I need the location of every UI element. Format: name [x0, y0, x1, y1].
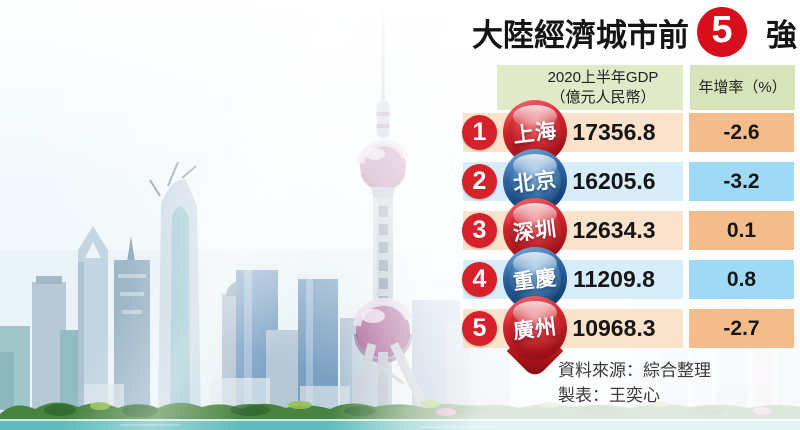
gdp-value: 16205.6: [572, 168, 656, 194]
table-row-beijing: 16205.6 -3.2 2 北京: [0, 149, 800, 213]
gdp-header-line1: 2020上半年GDP: [547, 68, 659, 86]
rate-value: 0.8: [726, 267, 757, 291]
rate-cell: 0.1: [689, 211, 794, 250]
rank-badge: 4: [462, 262, 497, 297]
rate-value: -2.6: [723, 120, 760, 144]
table-row-chongqing: 11209.8 0.8 4 重慶: [0, 247, 800, 311]
rate-value: 0.1: [726, 218, 757, 242]
column-header-rate: 年增率（%）: [690, 65, 795, 110]
rank-number: 2: [472, 167, 487, 195]
rank-badge: 5: [462, 311, 497, 346]
city-pin-icon: 廣州: [503, 296, 567, 360]
gdp-value: 10968.3: [572, 315, 656, 341]
page-title: 大陸經濟城市前 5 強: [472, 6, 797, 58]
rank-number: 3: [472, 216, 487, 244]
city-name: 廣州: [511, 315, 559, 344]
title-suffix: 強: [766, 17, 797, 53]
rank-number: 5: [472, 314, 487, 342]
table-row-shenzhen: 12634.3 0.1 3 深圳: [0, 198, 800, 262]
rate-value: -3.2: [723, 169, 760, 193]
gdp-header-line2: （億元人民幣）: [550, 88, 656, 106]
gdp-value: 11209.8: [573, 266, 655, 292]
gdp-value: 17356.8: [572, 119, 656, 145]
gdp-value: 12634.3: [572, 217, 656, 243]
table-row-guangzhou: 10968.3 -2.7 5 廣州: [0, 296, 800, 380]
rank-badge: 2: [462, 164, 497, 199]
source-note: 資料來源：綜合整理: [558, 361, 711, 380]
title-prefix: 大陸經濟城市前: [472, 17, 689, 53]
rate-header-label: 年增率（%）: [698, 78, 787, 96]
rate-cell: 0.8: [689, 260, 794, 299]
table-row-shanghai: 17356.8 -2.6 1 上海: [0, 100, 800, 164]
rate-value: -2.7: [723, 316, 760, 340]
rate-cell: -2.7: [689, 309, 794, 348]
rate-cell: -2.6: [689, 113, 794, 152]
rank-badge: 1: [462, 115, 497, 150]
rank-badge: 3: [462, 213, 497, 248]
title-number-badge: 5: [697, 7, 747, 57]
rate-cell: -3.2: [689, 162, 794, 201]
credit-note: 製表：王奕心: [558, 386, 660, 405]
rank-number: 1: [472, 118, 487, 146]
rank-number: 4: [472, 265, 487, 293]
